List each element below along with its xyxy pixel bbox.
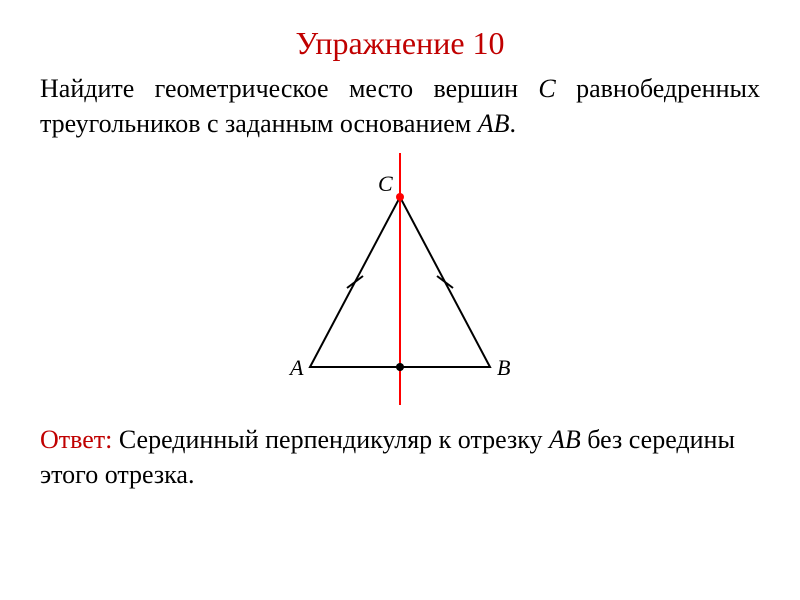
triangle-figure: A B C: [40, 149, 760, 414]
vertex-c-dot: [396, 193, 404, 201]
tick-left: [347, 276, 363, 288]
text-span: Найдите геометрическое место вершин: [40, 74, 538, 103]
tick-right: [437, 276, 453, 288]
figure-svg: A B C: [250, 149, 550, 409]
label-b: B: [497, 355, 510, 380]
var-span: AB: [549, 425, 581, 454]
var-span: C: [538, 74, 555, 103]
exercise-title: Упражнение 10: [40, 26, 760, 61]
midpoint-dot: [396, 363, 404, 371]
slide: Упражнение 10 Найдите геометрическое мес…: [0, 0, 800, 600]
text-span: Серединный перпендикуляр к отрезку: [112, 425, 549, 454]
problem-text: Найдите геометрическое место вершин C ра…: [40, 71, 760, 141]
label-a: A: [288, 355, 304, 380]
text-span: .: [510, 109, 517, 138]
var-span: AB: [478, 109, 510, 138]
answer-text: Ответ: Серединный перпендикуляр к отрезк…: [40, 422, 760, 492]
label-c: C: [378, 171, 393, 196]
answer-label: Ответ:: [40, 425, 112, 454]
